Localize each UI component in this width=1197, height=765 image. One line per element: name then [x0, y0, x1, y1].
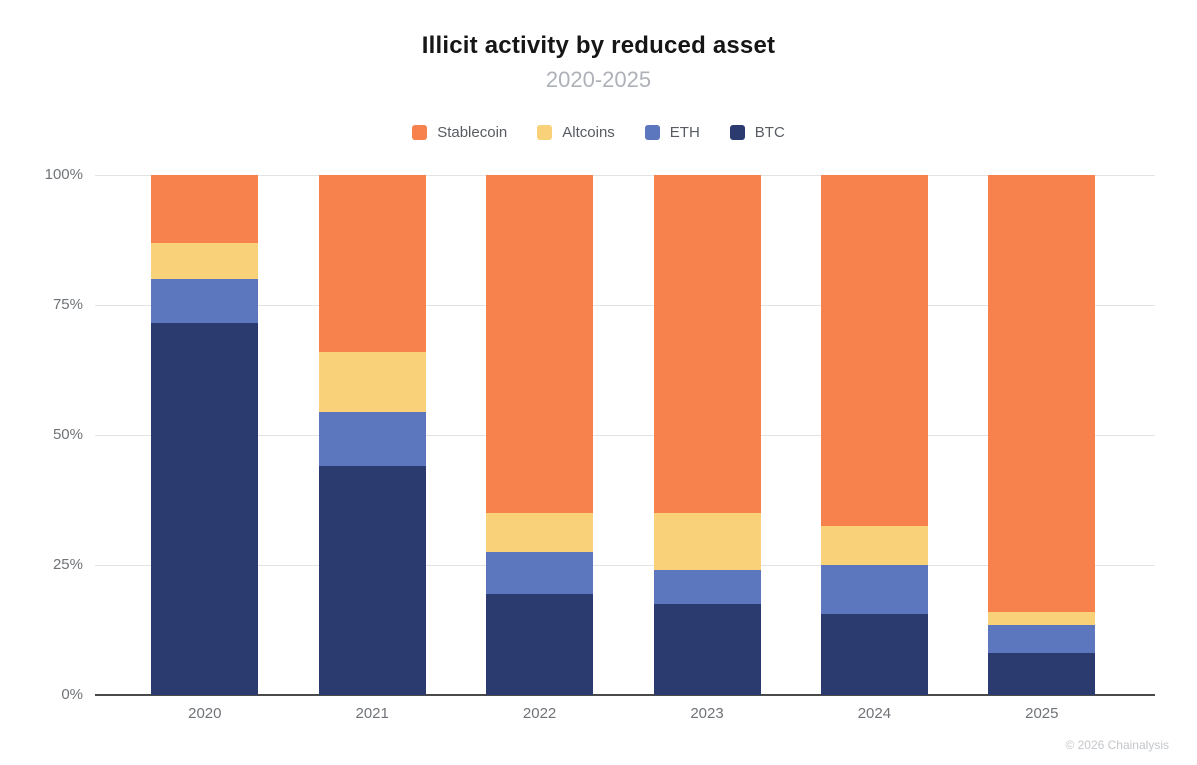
legend-item-altcoins[interactable]: Altcoins [537, 124, 615, 141]
x-tick-label-2025: 2025 [1025, 705, 1059, 722]
bar-segment-stablecoin-2022[interactable] [486, 175, 594, 513]
legend-label: ETH [669, 124, 700, 141]
bar-segment-stablecoin-2023[interactable] [653, 175, 761, 513]
x-tick-label-2022: 2022 [522, 705, 557, 722]
attribution: © 2026 Chainalysis [1065, 738, 1169, 752]
x-axis-line [95, 694, 1155, 696]
legend-item-eth[interactable]: ETH [644, 124, 700, 141]
bar-segment-stablecoin-2021[interactable] [318, 175, 426, 352]
bar-segment-eth-2021[interactable] [318, 411, 426, 467]
gridline-50 [95, 435, 1155, 436]
bar-segment-altcoins-2023[interactable] [653, 513, 761, 571]
legend-label: BTC [754, 124, 785, 141]
x-tick-label-2024: 2024 [857, 705, 892, 722]
bar-segment-btc-2020[interactable] [151, 323, 259, 695]
chart-subtitle: 2020-2025 [545, 67, 652, 92]
bar-segment-eth-2024[interactable] [820, 565, 928, 615]
y-tick-label-75%: 75% [52, 296, 83, 313]
bar-segment-stablecoin-2020[interactable] [151, 175, 259, 243]
x-tick-label-2023: 2023 [690, 705, 724, 722]
bar-segment-eth-2025[interactable] [988, 624, 1096, 654]
altcoins-swatch-icon [537, 125, 553, 140]
legend: Stablecoin Altcoins ETH BTC [0, 124, 1197, 141]
bar-segment-btc-2022[interactable] [486, 593, 594, 695]
stablecoin-swatch-icon [412, 125, 428, 140]
bar-2023 [653, 175, 761, 695]
y-tick-label-100%: 100% [44, 166, 83, 183]
bar-segment-altcoins-2021[interactable] [318, 351, 426, 412]
legend-label: Altcoins [562, 124, 615, 141]
bar-segment-altcoins-2022[interactable] [486, 513, 594, 552]
gridline-25 [95, 565, 1155, 566]
x-tick-label-2020: 2020 [188, 705, 222, 722]
bar-segment-eth-2020[interactable] [151, 279, 259, 324]
bar-segment-eth-2022[interactable] [486, 552, 594, 594]
y-tick-label-0%: 0% [61, 686, 83, 703]
bar-segment-btc-2025[interactable] [988, 653, 1096, 695]
legend-label: Stablecoin [437, 124, 508, 141]
bar-2020 [151, 175, 259, 695]
bar-segment-btc-2023[interactable] [653, 604, 761, 695]
bar-2022 [486, 175, 594, 695]
bar-segment-btc-2021[interactable] [318, 466, 426, 695]
btc-swatch-icon [729, 125, 745, 140]
bar-2021 [318, 175, 426, 695]
bar-segment-altcoins-2024[interactable] [820, 526, 928, 565]
y-tick-label-25%: 25% [52, 556, 83, 573]
bar-segment-stablecoin-2024[interactable] [820, 175, 928, 526]
x-tick-label-2021: 2021 [355, 705, 389, 722]
y-tick-label-50%: 50% [52, 426, 83, 443]
bar-segment-altcoins-2020[interactable] [151, 242, 259, 279]
chart-title: Illicit activity by reduced asset [421, 32, 776, 59]
bar-2025 [988, 175, 1096, 695]
gridline-100 [95, 175, 1155, 176]
bar-segment-eth-2023[interactable] [653, 570, 761, 604]
bar-segment-btc-2024[interactable] [820, 614, 928, 695]
legend-item-stablecoin[interactable]: Stablecoin [412, 124, 507, 141]
bar-segment-altcoins-2025[interactable] [988, 611, 1096, 625]
bar-2024 [820, 175, 928, 695]
gridline-75 [95, 305, 1155, 306]
eth-swatch-icon [644, 125, 660, 140]
legend-item-btc[interactable]: BTC [729, 124, 785, 141]
bar-segment-stablecoin-2025[interactable] [988, 175, 1096, 612]
